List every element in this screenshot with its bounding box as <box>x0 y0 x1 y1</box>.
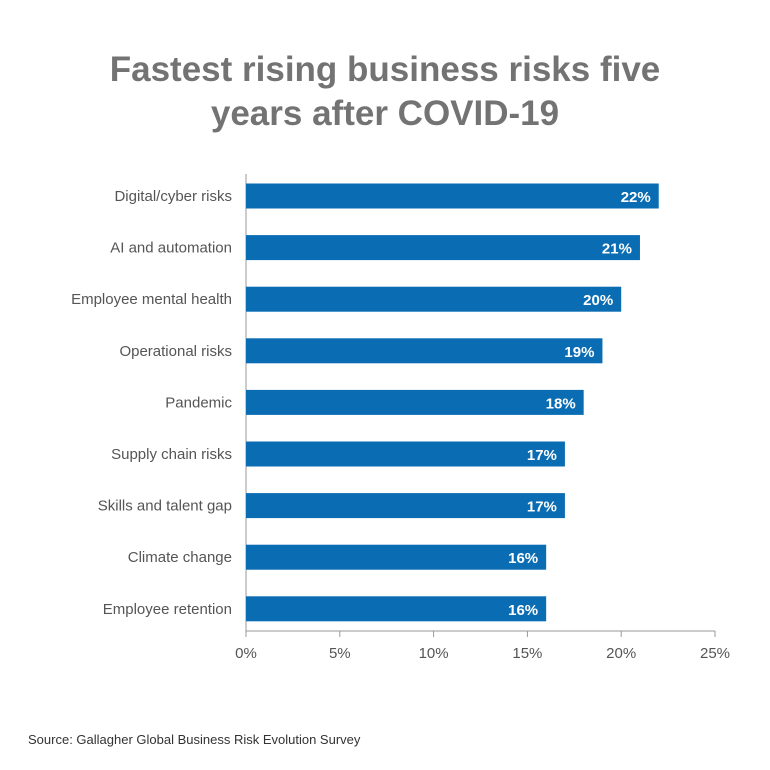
bar <box>246 286 622 312</box>
x-tick-label: 15% <box>512 645 542 662</box>
bar <box>246 183 659 209</box>
bar <box>246 235 640 261</box>
category-label: Employee retention <box>103 601 232 618</box>
chart-title: Fastest rising business risks five years… <box>0 48 770 136</box>
bar <box>246 596 547 622</box>
source-note: Source: Gallagher Global Business Risk E… <box>28 732 361 747</box>
bar <box>246 544 547 570</box>
category-label: Skills and talent gap <box>98 498 232 515</box>
bar-value-label: 16% <box>508 550 538 567</box>
category-label: Digital/cyber risks <box>114 188 232 205</box>
bar-value-label: 20% <box>583 292 613 309</box>
category-label: AI and automation <box>110 240 232 257</box>
category-label: Employee mental health <box>71 291 232 308</box>
bar-value-label: 18% <box>546 395 576 412</box>
x-tick-label: 10% <box>419 645 449 662</box>
bar <box>246 441 565 467</box>
bar-value-label: 22% <box>621 189 651 206</box>
chart-title-line-1: Fastest rising business risks five <box>109 50 661 89</box>
category-label: Supply chain risks <box>111 446 232 463</box>
x-tick-label: 5% <box>329 645 351 662</box>
category-label: Operational risks <box>119 343 232 360</box>
bar <box>246 389 584 415</box>
bar <box>246 493 565 519</box>
x-tick-label: 25% <box>700 645 730 662</box>
x-tick-label: 20% <box>606 645 636 662</box>
bar-value-label: 19% <box>564 344 594 361</box>
bar-value-label: 16% <box>508 602 538 619</box>
chart-title-line-2: years after COVID-19 <box>210 94 560 133</box>
bar-value-label: 17% <box>527 499 557 516</box>
x-tick-label: 0% <box>235 645 257 662</box>
bar-value-label: 17% <box>527 447 557 464</box>
category-label: Climate change <box>128 549 232 566</box>
category-label: Pandemic <box>165 394 232 411</box>
bar-value-label: 21% <box>602 241 632 258</box>
bar <box>246 338 603 364</box>
